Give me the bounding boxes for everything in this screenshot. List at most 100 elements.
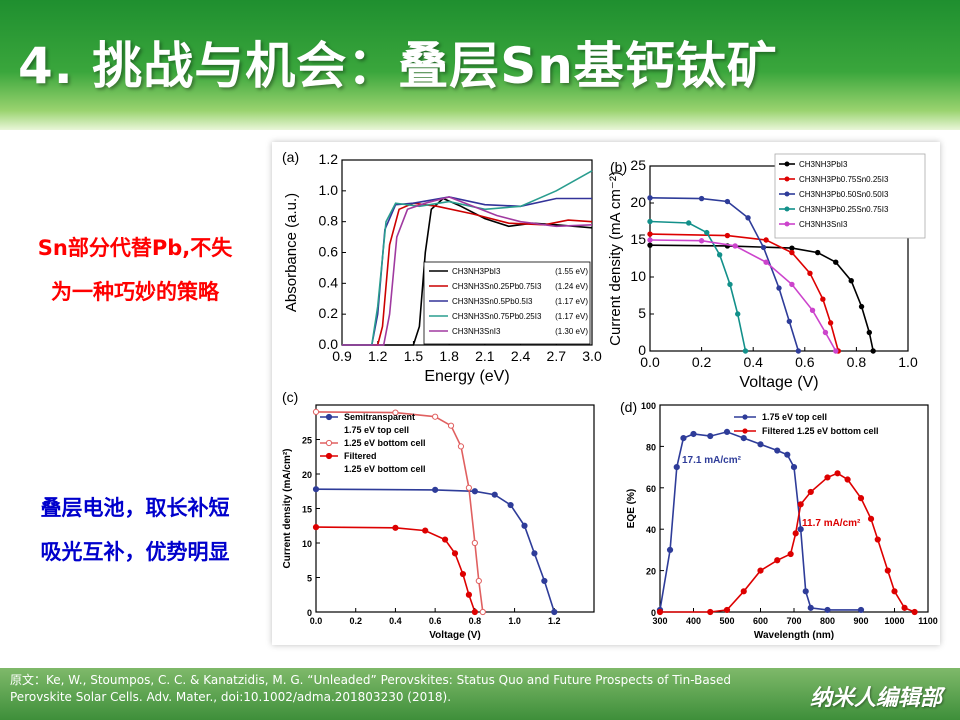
data-point xyxy=(815,249,821,256)
chart-panel-4: (d) 300 400 500 600 700 800 900 1000 1100 0 20 40 60 8… xyxy=(620,399,938,641)
note-line: 为一种巧妙的策略 xyxy=(51,280,219,304)
series-line-3 xyxy=(315,526,476,613)
paper-figure: (a) 0.9 1.2 1.5 1.8 2.1 2.4 2.7 3.0 0.0 0.2 0.4 0.6 0… xyxy=(272,142,940,645)
data-point xyxy=(457,443,465,450)
x-tick-label: 400 xyxy=(686,616,701,626)
data-point xyxy=(673,464,680,471)
data-point xyxy=(802,588,809,595)
legend-marker xyxy=(784,206,790,212)
note-line: 叠层电池，取长补短 xyxy=(40,496,230,520)
legend-box xyxy=(774,153,926,239)
data-point xyxy=(874,536,881,543)
data-point xyxy=(911,608,918,616)
data-point xyxy=(833,259,839,265)
data-point xyxy=(541,577,548,585)
y-tick-label: 40 xyxy=(646,525,656,535)
data-point xyxy=(763,237,769,243)
data-point xyxy=(707,608,714,616)
x-tick-label: 0.8 xyxy=(469,616,482,626)
data-point xyxy=(824,606,831,614)
data-point xyxy=(392,524,399,531)
legend-marker xyxy=(742,414,748,420)
data-point xyxy=(822,329,829,336)
data-point xyxy=(531,550,538,557)
data-point xyxy=(787,550,794,558)
y-tick-label: 1.2 xyxy=(319,151,339,167)
x-tick-label: 1100 xyxy=(918,616,938,626)
legend-label: 1.75 eV top cell xyxy=(344,425,409,435)
legend-label: CH3NH3SnI3 xyxy=(799,220,848,229)
legend-label: Semitransparent xyxy=(344,412,415,422)
x-axis-label: Wavelength (nm) xyxy=(754,630,834,641)
data-point xyxy=(807,488,814,496)
data-point xyxy=(763,259,769,265)
data-point xyxy=(789,249,795,256)
y-tick-label: 60 xyxy=(646,484,656,494)
data-point xyxy=(723,606,731,614)
legend-label: 1.25 eV bottom cell xyxy=(344,464,426,474)
title-banner xyxy=(0,0,960,130)
y-axis-label: EQE (%) xyxy=(626,489,637,528)
x-tick-label: 800 xyxy=(820,616,835,626)
data-point xyxy=(807,604,814,611)
y-tick-label: 15 xyxy=(302,505,312,515)
data-point xyxy=(732,243,738,249)
legend-marker xyxy=(742,428,748,434)
series-line-1 xyxy=(649,244,874,352)
y-tick-label: 10 xyxy=(302,539,312,549)
legend-label: CH3NH3Sn0.5Pb0.5I3 xyxy=(452,297,533,306)
data-point xyxy=(716,252,723,258)
data-point xyxy=(745,215,751,221)
legend-marker xyxy=(325,452,333,460)
data-point xyxy=(686,220,692,226)
data-point xyxy=(451,550,459,557)
data-point xyxy=(740,588,747,595)
data-point xyxy=(790,464,798,471)
x-tick-label: 0.6 xyxy=(429,616,442,626)
data-point xyxy=(724,232,731,239)
note-line: 吸光互补，优势明显 xyxy=(40,540,230,564)
jsc-annotation-bottom-cell: 11.7 mA/cm² xyxy=(802,518,861,529)
legend-label: Filtered 1.25 eV bottom cell xyxy=(762,426,879,436)
data-point xyxy=(857,606,865,614)
legend-marker xyxy=(325,413,333,421)
y-tick-label: 5 xyxy=(638,305,646,321)
panel-label: (d) xyxy=(620,399,637,415)
x-tick-label: 2.1 xyxy=(475,348,495,364)
data-point xyxy=(820,296,826,302)
x-tick-label: 1.2 xyxy=(368,348,388,364)
legend-label: CH3NH3Pb0.25Sn0.75I3 xyxy=(799,205,889,214)
data-point xyxy=(844,476,851,483)
data-point xyxy=(735,311,741,317)
plot-frame xyxy=(315,404,595,613)
y-tick-label: 0.2 xyxy=(319,305,339,321)
data-point xyxy=(809,307,816,314)
x-tick-label: 3.0 xyxy=(582,348,602,364)
x-tick-label: 0.2 xyxy=(692,354,712,370)
data-point xyxy=(786,318,793,325)
x-tick-label: 0.2 xyxy=(349,616,362,626)
y-tick-label: 25 xyxy=(630,157,646,173)
data-point xyxy=(776,285,782,291)
data-point xyxy=(870,348,876,354)
data-point xyxy=(866,329,872,336)
y-tick-label: 5 xyxy=(307,574,312,584)
x-tick-label: 2.4 xyxy=(511,348,531,364)
data-point xyxy=(447,422,455,429)
legend-marker xyxy=(325,439,333,447)
x-axis-label: Voltage (V) xyxy=(429,630,480,641)
y-tick-label: 100 xyxy=(641,401,656,411)
legend-bandgap: (1.24 eV) xyxy=(555,282,588,291)
legend-label: CH3NH3Sn0.75Pb0.25I3 xyxy=(452,312,542,321)
jsc-annotation-top-cell: 17.1 mA/cm² xyxy=(682,455,742,466)
y-axis-label: Absorbance (a.u.) xyxy=(283,193,300,312)
data-point xyxy=(690,430,697,438)
legend-label: 1.75 eV top cell xyxy=(762,412,827,422)
note-line: Sn部分代替Pb,不失 xyxy=(37,236,233,260)
data-point xyxy=(901,604,908,611)
data-point xyxy=(647,218,653,225)
legend-marker xyxy=(784,191,790,197)
legend-bandgap: (1.17 eV) xyxy=(555,312,588,321)
y-tick-label: 0.0 xyxy=(319,336,339,352)
data-point xyxy=(465,591,472,598)
